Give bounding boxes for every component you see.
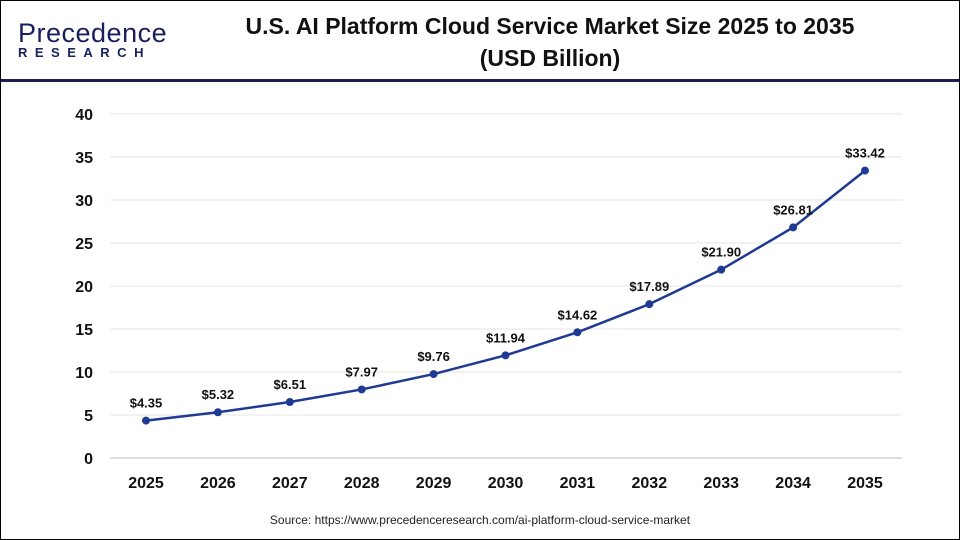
data-point xyxy=(285,398,294,407)
header-divider xyxy=(1,79,959,82)
data-point xyxy=(645,300,654,309)
y-tick-label: 30 xyxy=(75,193,93,210)
data-point xyxy=(789,223,798,232)
data-label: $21.90 xyxy=(701,245,741,260)
x-tick-label: 2029 xyxy=(416,475,452,492)
data-label: $14.62 xyxy=(558,307,598,322)
chart-title: U.S. AI Platform Cloud Service Market Si… xyxy=(200,10,900,74)
data-point xyxy=(429,370,438,379)
y-tick-label: 5 xyxy=(84,408,93,425)
data-point xyxy=(142,416,150,425)
data-point xyxy=(573,328,582,337)
x-tick-label: 2028 xyxy=(344,475,380,492)
x-tick-label: 2032 xyxy=(632,475,668,492)
x-tick-label: 2033 xyxy=(703,475,739,492)
logo-text: Precedence xyxy=(18,18,168,48)
x-tick-label: 2025 xyxy=(128,475,164,492)
data-label: $9.76 xyxy=(417,349,450,364)
y-tick-label: 20 xyxy=(75,279,93,296)
y-tick-label: 10 xyxy=(75,365,93,382)
data-point xyxy=(501,351,510,360)
y-tick-label: 25 xyxy=(75,236,93,253)
series-line xyxy=(145,169,866,422)
data-label: $33.42 xyxy=(845,146,885,161)
logo-subtext: RESEARCH xyxy=(18,45,151,60)
x-tick-label: 2030 xyxy=(488,475,524,492)
x-tick-label: 2034 xyxy=(775,475,811,492)
data-point xyxy=(357,385,366,394)
data-label: $5.32 xyxy=(202,387,235,402)
title-line-2: (USD Billion) xyxy=(479,45,621,71)
data-label: $4.35 xyxy=(130,396,163,411)
data-point xyxy=(213,408,222,417)
logo: Precedence RESEARCH xyxy=(18,18,167,60)
x-tick-label: 2035 xyxy=(847,475,883,492)
data-point xyxy=(717,265,726,274)
data-label: $26.81 xyxy=(773,202,813,217)
x-tick-label: 2026 xyxy=(200,475,236,492)
data-point xyxy=(861,166,869,175)
data-label: $17.89 xyxy=(629,279,669,294)
y-tick-label: 15 xyxy=(75,322,93,339)
y-tick-label: 35 xyxy=(75,150,93,167)
data-label: $11.94 xyxy=(486,330,526,345)
title-line-1: U.S. AI Platform Cloud Service Market Si… xyxy=(245,13,855,39)
y-tick-label: 40 xyxy=(75,107,93,124)
data-label: $6.51 xyxy=(274,377,307,392)
x-tick-label: 2027 xyxy=(272,475,308,492)
data-label: $7.97 xyxy=(345,364,378,379)
y-tick-label: 0 xyxy=(84,451,93,468)
source-note: Source: https://www.precedenceresearch.c… xyxy=(269,513,691,527)
x-tick-label: 2031 xyxy=(560,475,596,492)
